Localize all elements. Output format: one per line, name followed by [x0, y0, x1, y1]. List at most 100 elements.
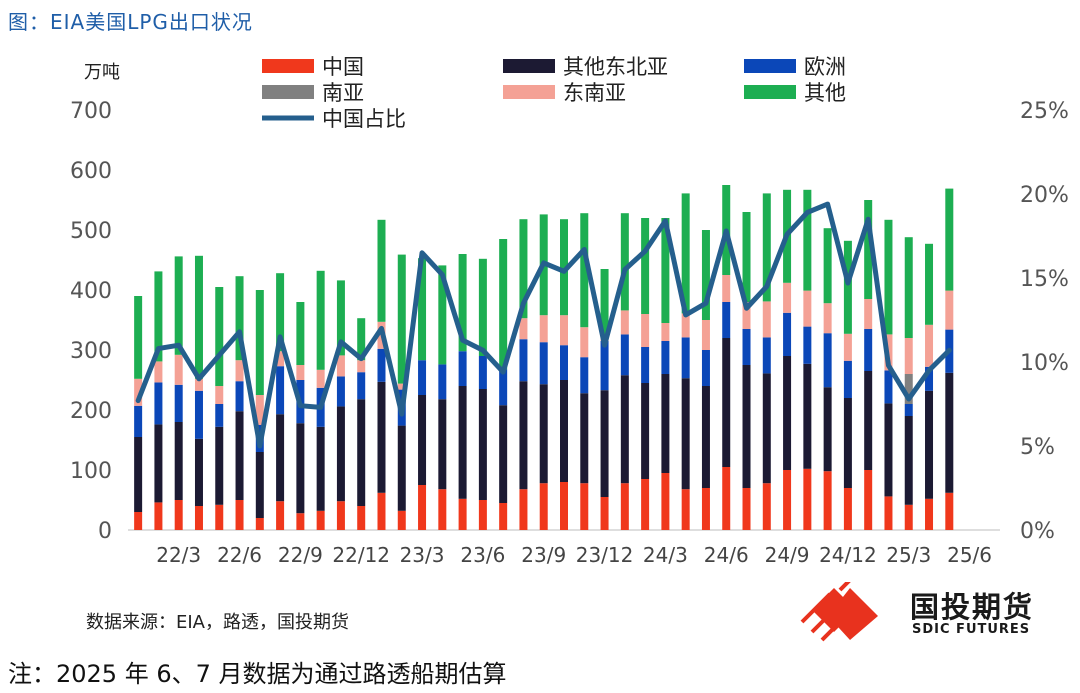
bar-segment [742, 329, 751, 365]
bar-segment [722, 338, 731, 467]
bar-segment [438, 399, 447, 490]
bar-segment [762, 483, 771, 530]
legend-swatch [503, 59, 555, 73]
logo-mark-icon [800, 582, 878, 642]
y-tick-label: 100 [70, 459, 112, 484]
bar-segment [904, 338, 913, 374]
bar-segment [884, 219, 893, 335]
bar-segment [397, 425, 406, 511]
bar-segment [661, 473, 670, 530]
bar-segment [843, 398, 852, 488]
bar-segment [843, 360, 852, 398]
bar-segment [539, 315, 548, 343]
bar-segment [499, 369, 508, 406]
bar-segment [458, 498, 467, 530]
bar-segment [154, 424, 163, 503]
bar-segment [458, 351, 467, 386]
logo-en-text: SDIC FUTURES [912, 622, 1031, 637]
bar-segment [499, 503, 508, 530]
bar-segment [134, 437, 143, 512]
y-tick-label: 400 [70, 279, 112, 304]
bar-segment [134, 378, 143, 406]
bar-segment [560, 482, 568, 530]
bar-segment [276, 366, 285, 415]
bar-segment [803, 363, 812, 469]
bar-segment [803, 326, 812, 364]
bar-segment [194, 390, 203, 439]
bar-segment [174, 384, 183, 422]
bar-segment [742, 365, 751, 488]
bar-segment [336, 376, 345, 407]
legend-swatch [503, 85, 555, 99]
y2-tick-label: 5% [1020, 435, 1055, 460]
x-tick-label: 24/12 [819, 543, 877, 567]
bar-segment [276, 414, 285, 502]
bar-segment [154, 502, 163, 530]
bar-segment [174, 500, 183, 530]
bar-segment [458, 386, 467, 499]
bar-segment [580, 393, 589, 484]
bar-segment [154, 382, 163, 425]
bar-segment [134, 405, 143, 437]
bar-segment [235, 360, 244, 382]
bar-segment [397, 510, 406, 530]
bar-segment [722, 467, 731, 530]
bar-segment [357, 399, 366, 506]
bar-segment [235, 411, 244, 500]
x-tick-label: 24/6 [704, 543, 749, 567]
bar-segment [803, 468, 812, 530]
x-tick-label: 23/12 [576, 543, 634, 567]
bar-segment [661, 341, 670, 374]
bar-segment [154, 271, 163, 362]
bar-segment [438, 265, 447, 365]
bar-segment [154, 361, 163, 383]
bar-segment [215, 404, 224, 427]
bar-segment [904, 404, 913, 416]
bar-segment [620, 483, 629, 530]
bar-segment [255, 290, 264, 395]
bar-segment [560, 380, 568, 482]
bar-segment [438, 489, 447, 530]
x-tick-label: 22/12 [332, 543, 390, 567]
bar-segment [600, 341, 609, 391]
bar-segment [215, 287, 224, 386]
bar-segment [925, 390, 934, 499]
bar-segment [701, 386, 710, 488]
bar-segment [235, 381, 244, 412]
bar-segment [580, 327, 589, 358]
legend-swatch [262, 59, 314, 73]
bar-segment [377, 348, 386, 382]
bar-segment [357, 318, 366, 361]
bar-segment [316, 426, 325, 511]
bar-segment [519, 339, 528, 382]
y-tick-label: 200 [70, 399, 112, 424]
bar-segment [194, 255, 203, 379]
bar-segment [276, 501, 285, 530]
bar-segment [945, 492, 954, 530]
bar-segment [945, 372, 954, 493]
y2-tick-label: 15% [1020, 267, 1069, 292]
bar-segment [701, 320, 710, 350]
bar-segment [215, 386, 224, 404]
bar-segment [803, 290, 812, 327]
x-tick-label: 22/6 [217, 543, 262, 567]
bar-segment [519, 219, 528, 319]
bar-segment [762, 301, 771, 338]
bar-segment [560, 345, 568, 380]
x-tick-label: 22/3 [156, 543, 201, 567]
legend-label: 中国占比 [322, 107, 406, 131]
bar-segment [661, 218, 670, 323]
y-tick-label: 0 [98, 519, 112, 544]
bar-segment [904, 237, 913, 338]
logo-cn-text: 国投期货 [910, 590, 1035, 624]
bar-segment [661, 374, 670, 473]
bar-segment [174, 354, 183, 385]
bar-segment [843, 240, 852, 334]
bar-segment [945, 290, 954, 330]
bar-segment [803, 189, 812, 291]
bar-segment [296, 513, 305, 530]
bar-segment [783, 312, 792, 356]
bar-segment [783, 282, 792, 313]
bar-segment [580, 483, 589, 530]
bar-segment [681, 489, 690, 530]
